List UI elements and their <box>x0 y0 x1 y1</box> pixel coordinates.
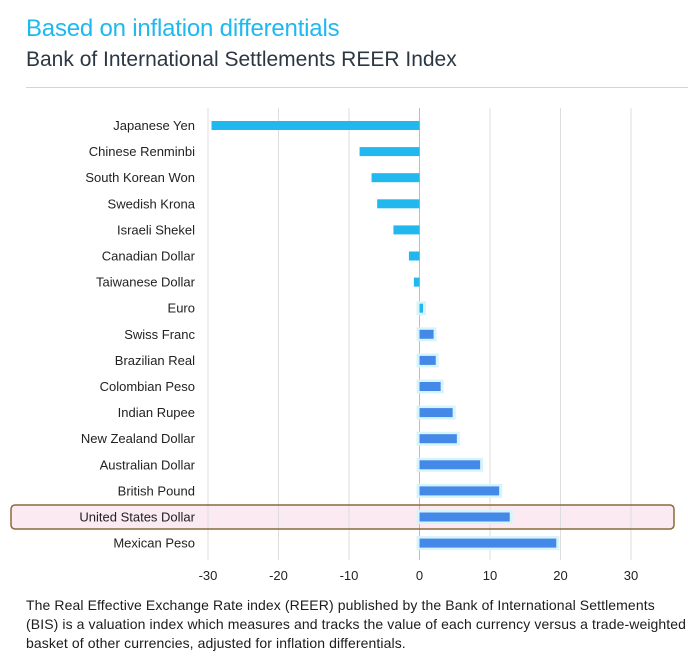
x-tick-label-20: 20 <box>553 568 567 583</box>
x-tick-label-0: 0 <box>416 568 423 583</box>
category-label-mexican-peso: Mexican Peso <box>113 536 195 551</box>
x-tick-label--20: -20 <box>269 568 288 583</box>
bar-israeli-shekel <box>393 225 420 235</box>
x-tick-label-30: 30 <box>624 568 638 583</box>
category-label-united-states-dollar: United States Dollar <box>79 510 195 525</box>
bar-brazilian-real <box>419 355 436 365</box>
x-tick-label--30: -30 <box>199 568 218 583</box>
bar-euro <box>419 303 424 313</box>
bar-colombian-peso <box>419 382 441 391</box>
category-label-british-pound: British Pound <box>118 483 195 498</box>
bar-swedish-krona <box>377 199 420 209</box>
bar-british-pound <box>419 486 500 496</box>
highlight-band <box>11 505 674 529</box>
category-label-canadian-dollar: Canadian Dollar <box>102 249 196 264</box>
category-label-new-zealand-dollar: New Zealand Dollar <box>81 431 196 446</box>
bar-japanese-yen <box>211 121 420 130</box>
category-label-taiwanese-dollar: Taiwanese Dollar <box>96 275 196 290</box>
header-divider <box>26 87 688 88</box>
category-label-swiss-franc: Swiss Franc <box>124 327 195 342</box>
category-label-colombian-peso: Colombian Peso <box>100 379 195 394</box>
category-label-australian-dollar: Australian Dollar <box>100 457 196 472</box>
category-label-israeli-shekel: Israeli Shekel <box>117 222 195 237</box>
category-label-euro: Euro <box>168 301 195 316</box>
chart-subtitle: Bank of International Settlements REER I… <box>26 48 457 71</box>
category-label-chinese-renminbi: Chinese Renminbi <box>89 144 195 159</box>
category-label-south-korean-won: South Korean Won <box>85 170 195 185</box>
reer-bar-chart: Japanese Yen Chinese Renminbi South Korean… <box>10 108 675 583</box>
bar-chinese-renminbi <box>359 147 420 157</box>
category-label-indian-rupee: Indian Rupee <box>118 405 195 420</box>
bar-united-states-dollar <box>419 512 510 522</box>
category-label-brazilian-real: Brazilian Real <box>115 353 195 368</box>
bar-indian-rupee <box>419 408 453 418</box>
bar-south-korean-won <box>371 173 420 183</box>
footnote-text: The Real Effective Exchange Rate index (… <box>26 597 687 651</box>
x-tick-label--10: -10 <box>340 568 359 583</box>
bar-taiwanese-dollar <box>413 277 420 287</box>
chart-title: Based on inflation differentials <box>26 15 340 42</box>
highlight-box <box>10 504 675 530</box>
bar-mexican-peso <box>419 538 557 548</box>
category-label-swedish-krona: Swedish Krona <box>108 196 196 211</box>
bar-australian-dollar <box>419 460 481 470</box>
bar-swiss-franc <box>419 329 434 339</box>
bar-canadian-dollar <box>408 251 420 261</box>
bar-new-zealand-dollar <box>419 434 457 444</box>
x-tick-label-10: 10 <box>483 568 497 583</box>
category-label-japanese-yen: Japanese Yen <box>113 118 195 133</box>
